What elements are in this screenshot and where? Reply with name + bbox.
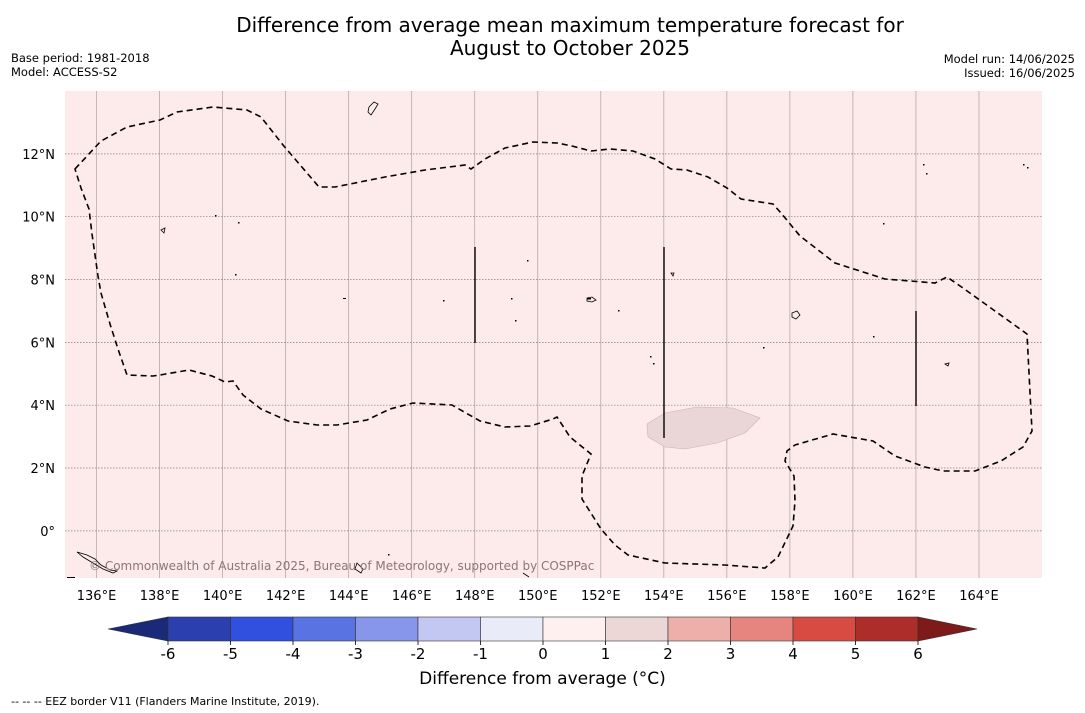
copyright-notice: © Commonwealth of Australia 2025, Bureau… (89, 559, 594, 573)
lon-tick-label: 158°E (770, 589, 810, 604)
island-manus (354, 562, 364, 574)
colorbar-extend-high (917, 616, 978, 642)
colorbar-tick-label: 2 (663, 645, 673, 663)
colorbar-segment (855, 616, 919, 642)
colorbar-tick-label: 0 (538, 645, 548, 663)
chart-title: Difference from average mean maximum tem… (120, 14, 1020, 60)
colorbar-segment (230, 616, 294, 642)
colorbar-segment (730, 616, 794, 642)
lat-tick-label: 4°N (31, 399, 56, 414)
colorbar-segments (107, 616, 978, 642)
island-mokil (670, 272, 675, 277)
colorbar-segment (417, 616, 481, 642)
island-pohnpei (791, 310, 801, 320)
island-ulithi (160, 227, 166, 234)
lat-tick-label: 12°N (22, 148, 55, 163)
colorbar-segment (542, 616, 606, 642)
colorbar-tick-label: -2 (411, 645, 426, 663)
colorbar-segment (355, 616, 419, 642)
meta-right: Model run: 14/06/2025 Issued: 16/06/2025 (944, 52, 1075, 80)
eez-footnote: -- -- -- EEZ border V11 (Flanders Marine… (11, 695, 320, 708)
colorbar-segment (480, 616, 544, 642)
colorbar-segment (167, 616, 231, 642)
island-chuuk (586, 296, 597, 303)
base-period: Base period: 1981-2018 (11, 51, 150, 65)
map-background (65, 91, 1042, 578)
colorbar-tick-label: -5 (223, 645, 238, 663)
lon-tick-label: 144°E (329, 589, 369, 604)
colorbar-segment (792, 616, 856, 642)
island-kosrae (944, 362, 950, 367)
colorbar-tick-label: 5 (851, 645, 861, 663)
anomaly-patch (646, 406, 761, 450)
title-line-2: August to October 2025 (449, 36, 691, 60)
island-guam (367, 101, 379, 116)
lon-tick-label: 154°E (644, 589, 684, 604)
colorbar-tick-label: -6 (161, 645, 176, 663)
forecast-map: © Commonwealth of Australia 2025, Bureau… (65, 91, 1042, 578)
lon-tick-label: 146°E (392, 589, 432, 604)
lon-tick-label: 138°E (140, 589, 180, 604)
issued-date: Issued: 16/06/2025 (964, 66, 1075, 80)
islands (76, 101, 950, 578)
colorbar-segment (605, 616, 669, 642)
lat-tick-label: 8°N (31, 274, 56, 289)
lon-tick-label: 162°E (896, 589, 936, 604)
lon-tick-label: 160°E (833, 589, 873, 604)
meta-left: Base period: 1981-2018 Model: ACCESS-S2 (11, 51, 150, 79)
lat-tick-label: 6°N (31, 336, 56, 351)
colorbar-label: Difference from average (°C) (419, 669, 666, 689)
lat-tick-label: 0° (40, 525, 55, 540)
colorbar-segment (667, 616, 731, 642)
eez-border (74, 106, 1033, 569)
lon-tick-label: 148°E (455, 589, 495, 604)
colorbar-tick-label: 4 (788, 645, 798, 663)
lon-tick-label: 152°E (581, 589, 621, 604)
colorbar-tick-label: 1 (601, 645, 611, 663)
colorbar-tick-label: -3 (348, 645, 363, 663)
model-name: Model: ACCESS-S2 (11, 65, 118, 79)
lat-tick-label: 10°N (22, 211, 55, 226)
lat-tick-label: 2°N (31, 462, 56, 477)
colorbar-tick-label: -1 (473, 645, 488, 663)
lon-tick-label: 142°E (266, 589, 306, 604)
colorbar-tick-label: 6 (913, 645, 923, 663)
island-new-guinea-north (76, 551, 119, 574)
atolls (67, 164, 1029, 578)
lon-tick-label: 150°E (518, 589, 558, 604)
colorbar-segment (292, 616, 356, 642)
colorbar-tick-label: 3 (726, 645, 736, 663)
colorbar-ticks: -6 -5 -4 -3 -2 -1 0 1 2 3 4 5 6 (161, 641, 923, 663)
lon-tick-label: 136°E (77, 589, 117, 604)
title-line-1: Difference from average mean maximum tem… (236, 13, 904, 37)
colorbar-extend-low (107, 616, 169, 642)
island-new-ireland (522, 572, 530, 578)
lon-tick-label: 140°E (203, 589, 243, 604)
colorbar-tick-label: -4 (286, 645, 301, 663)
model-run: Model run: 14/06/2025 (943, 52, 1075, 66)
lon-tick-label: 164°E (959, 589, 999, 604)
lon-tick-label: 156°E (707, 589, 747, 604)
